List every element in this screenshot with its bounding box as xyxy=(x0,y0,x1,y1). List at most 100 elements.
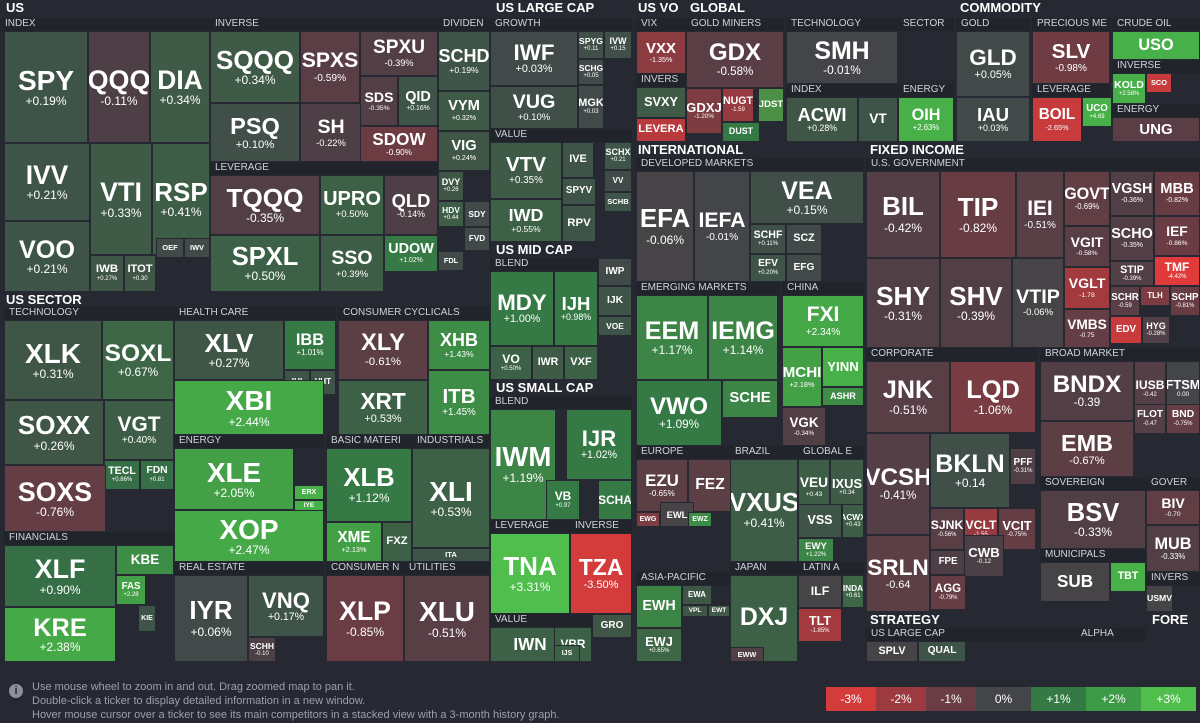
ticker-tile-govt[interactable]: GOVT -0.69% xyxy=(1064,171,1110,226)
ticker-tile-vug[interactable]: VUG +0.10% xyxy=(490,86,578,129)
ticker-tile-fdl[interactable]: FDL xyxy=(438,251,464,271)
ticker-tile-schf[interactable]: SCHF +0.11% xyxy=(750,224,786,254)
ticker-tile-ijs[interactable]: IJS xyxy=(554,645,580,662)
ticker-tile-xhb[interactable]: XHB +1.43% xyxy=(428,320,490,370)
ticker-tile-upro[interactable]: UPRO +0.50% xyxy=(320,175,384,235)
ticker-tile-ewt[interactable]: EWT+0.35% xyxy=(708,605,730,617)
ticker-tile-scho[interactable]: SCHO -0.35% xyxy=(1110,216,1154,261)
ticker-tile-fvd[interactable]: FVD xyxy=(464,227,490,251)
ticker-tile-shy[interactable]: SHY -0.31% xyxy=(866,258,940,348)
ticker-tile-schp[interactable]: SCHP -0.81% xyxy=(1170,286,1200,316)
ticker-tile-qual[interactable]: QUAL xyxy=(918,641,966,662)
ticker-tile-gld[interactable]: GLD +0.05% xyxy=(956,31,1030,97)
ticker-tile-erx[interactable]: ERX xyxy=(294,485,324,500)
ticker-tile-iwf[interactable]: IWF +0.03% xyxy=(490,31,578,86)
ticker-tile-tip[interactable]: TIP -0.82% xyxy=(940,171,1016,258)
ticker-tile-biv[interactable]: BIV -0.70 xyxy=(1146,490,1200,525)
ticker-tile-srln[interactable]: SRLN -0.64 xyxy=(866,535,930,612)
ticker-tile-sh[interactable]: SH -0.22% xyxy=(300,103,362,162)
ticker-tile-mbb[interactable]: MBB -0.82% xyxy=(1154,171,1200,216)
ticker-tile-spxs[interactable]: SPXS -0.59% xyxy=(300,31,360,103)
ticker-tile-schr[interactable]: SCHR -0.59 xyxy=(1110,286,1140,316)
ticker-tile-spy[interactable]: SPY +0.19% xyxy=(4,31,88,143)
ticker-tile-vt[interactable]: VT xyxy=(858,97,898,142)
ticker-tile-xlb[interactable]: XLB +1.12% xyxy=(326,448,412,522)
ticker-tile-schd[interactable]: SCHD +0.19% xyxy=(438,31,490,91)
ticker-tile-ashr[interactable]: ASHR xyxy=(822,387,864,406)
ticker-tile-tlt[interactable]: TLT -1.85% xyxy=(798,608,842,642)
ticker-tile-ewz[interactable]: EWZ+1.91% xyxy=(688,512,712,527)
ticker-tile-sqqq[interactable]: SQQQ +0.34% xyxy=(210,31,300,103)
ticker-tile-flot[interactable]: FLOT -0.47 xyxy=(1134,404,1166,434)
ticker-tile-acwx[interactable]: ACWX+0.43 xyxy=(842,504,864,538)
ticker-tile-rsp[interactable]: RSP +0.41% xyxy=(152,143,210,255)
ticker-tile-mchi[interactable]: MCHI +2.18% xyxy=(782,347,822,407)
ticker-tile-vpl[interactable]: VPL xyxy=(682,605,708,617)
ticker-tile-ita[interactable]: ITA xyxy=(412,548,490,562)
ticker-tile-svxy[interactable]: SVXY xyxy=(636,87,686,118)
ticker-tile-ief[interactable]: IEF -0.86% xyxy=(1154,216,1200,256)
ticker-tile-tlh[interactable]: TLH xyxy=(1140,286,1170,306)
ticker-tile-vbr[interactable]: VBR xyxy=(554,627,592,662)
ticker-tile-gro[interactable]: GRO xyxy=(592,614,632,638)
ticker-tile-xlk[interactable]: XLK +0.31% xyxy=(4,320,102,400)
ticker-tile-scz[interactable]: SCZ xyxy=(786,224,822,254)
ticker-tile-slv[interactable]: SLV -0.98% xyxy=(1032,31,1110,84)
ticker-tile-dust[interactable]: DUST+1.11 xyxy=(722,122,760,142)
ticker-tile-sso[interactable]: SSO +0.39% xyxy=(320,235,384,292)
ticker-tile-dia[interactable]: DIA +0.34% xyxy=(150,31,210,143)
ticker-tile-inda[interactable]: INDA +0.61 xyxy=(842,575,864,608)
ticker-tile-tmf[interactable]: TMF -4.42% xyxy=(1154,256,1200,286)
ticker-tile-vgit[interactable]: VGIT -0.58% xyxy=(1064,226,1110,267)
ticker-tile-vgk[interactable]: VGK -0.34% xyxy=(782,407,826,446)
ticker-tile-ung[interactable]: UNG xyxy=(1112,117,1200,142)
ticker-tile-fdn[interactable]: FDN +0.81 xyxy=(140,460,174,490)
ticker-tile-bsv[interactable]: BSV -0.33% xyxy=(1040,490,1146,549)
ticker-tile-schh[interactable]: SCHH -0.10 xyxy=(248,637,276,662)
ticker-tile-xop[interactable]: XOP +2.47% xyxy=(174,510,324,562)
ticker-tile-vxx[interactable]: VXX -1.35% xyxy=(636,31,686,74)
ticker-tile-tbt[interactable]: TBT xyxy=(1110,562,1146,592)
ticker-tile-vea[interactable]: VEA +0.15% xyxy=(750,171,864,224)
ticker-tile-dvy[interactable]: DVY +0.26 xyxy=(438,171,464,201)
ticker-tile-sds[interactable]: SDS -0.35% xyxy=(360,76,398,126)
ticker-tile-voo[interactable]: VOO +0.21% xyxy=(4,221,90,292)
ticker-tile-iyr[interactable]: IYR +0.06% xyxy=(174,575,248,662)
ticker-tile-xlf[interactable]: XLF +0.90% xyxy=(4,545,116,607)
ticker-tile-iwp[interactable]: IWP xyxy=(598,258,632,286)
ticker-tile-mdy[interactable]: MDY +1.00% xyxy=(490,271,554,346)
ticker-tile-ijr[interactable]: IJR +1.02% xyxy=(566,409,632,480)
ticker-tile-lqd[interactable]: LQD -1.06% xyxy=(950,361,1036,433)
ticker-tile-fxi[interactable]: FXI +2.34% xyxy=(782,295,864,347)
ticker-tile-tna[interactable]: TNA +3.31% xyxy=(490,533,570,614)
ticker-tile-kre[interactable]: KRE +2.38% xyxy=(4,607,116,662)
ticker-tile-splv[interactable]: SPLV xyxy=(866,641,918,662)
ticker-tile-sdow[interactable]: SDOW -0.90% xyxy=(360,126,438,162)
ticker-tile-vglt[interactable]: VGLT -1.78 xyxy=(1064,267,1110,309)
ticker-tile-xlv[interactable]: XLV +0.27% xyxy=(174,320,284,380)
ticker-tile-soxl[interactable]: SOXL +0.67% xyxy=(102,320,174,400)
ticker-tile-vb[interactable]: VB +0.97 xyxy=(546,480,580,520)
ticker-tile-uso[interactable]: USO xyxy=(1112,31,1200,60)
ticker-tile-soxx[interactable]: SOXX +0.26% xyxy=(4,400,104,465)
ticker-tile-efa[interactable]: EFA -0.06% xyxy=(636,171,694,282)
ticker-tile-tecl[interactable]: TECL +0.86% xyxy=(104,460,140,490)
ticker-tile-iwr[interactable]: IWR xyxy=(532,346,564,380)
ticker-tile-pff[interactable]: PFF -0.31% xyxy=(1010,448,1036,485)
ticker-tile-oef[interactable]: OEF xyxy=(156,238,184,258)
ticker-tile-iwm[interactable]: IWM +1.19% xyxy=(490,409,556,520)
ticker-tile-sco[interactable]: SCO xyxy=(1146,73,1172,93)
ticker-tile-ewj[interactable]: EWJ +0.65% xyxy=(636,628,682,662)
ticker-tile-vym[interactable]: VYM +0.32% xyxy=(438,91,490,131)
ticker-tile-levera[interactable]: LEVERA xyxy=(636,118,686,142)
ticker-tile-vss[interactable]: VSS xyxy=(798,504,842,538)
ticker-tile-stip[interactable]: STIP -0.39% xyxy=(1110,261,1154,286)
ticker-tile-ewh[interactable]: EWH xyxy=(636,585,682,628)
ticker-tile-vmbs[interactable]: VMBS -0.75 xyxy=(1064,309,1110,348)
ticker-tile-spxu[interactable]: SPXU -0.39% xyxy=(360,31,438,76)
ticker-tile-vig[interactable]: VIG +0.24% xyxy=(438,131,490,171)
ticker-tile-hdv[interactable]: HDV +0.44 xyxy=(438,201,464,227)
ticker-tile-fas[interactable]: FAS +2.28 xyxy=(116,575,146,605)
ticker-tile-vti[interactable]: VTI +0.33% xyxy=(90,143,152,255)
ticker-tile-efg[interactable]: EFG xyxy=(786,254,822,282)
